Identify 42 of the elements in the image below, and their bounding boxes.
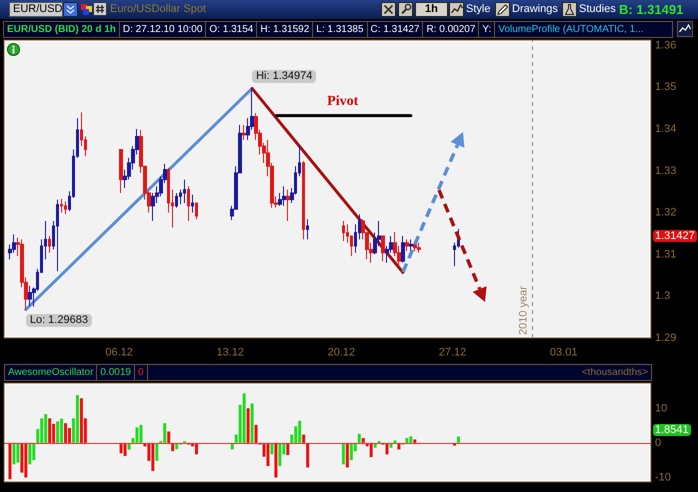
y-tick-label: 1.32 (655, 206, 676, 219)
y-tick-label: 1.31 (655, 248, 676, 260)
text: VolumeProfile (AUTOMATIC, 1... (494, 20, 673, 38)
text: Style (466, 2, 490, 17)
text: <thousandths> (146, 364, 652, 380)
y-tick-label: 1.33 (655, 164, 676, 177)
text: Drawings (512, 2, 558, 17)
chart-title: EUR/USD (BID) 20 d 1h (3, 20, 120, 38)
text: 1.31427 (653, 230, 697, 242)
y-tick-label: 1.36 (655, 39, 676, 52)
text: L: 1.31385 (312, 20, 368, 38)
text: 1h (415, 2, 448, 17)
y-tick-label: 0 (655, 436, 662, 449)
x-tick-label: 06.12 (105, 346, 133, 358)
text: O: 1.3154 (205, 20, 258, 38)
x-tick-label: 20.12 (328, 346, 356, 358)
text: 0 (134, 364, 148, 380)
x-tick-label: 27.12 (438, 346, 466, 358)
text: H: 1.31592 (256, 20, 314, 38)
annotation: Pivot (327, 94, 358, 109)
y-tick-label: 10 (655, 402, 668, 414)
x-tick-label: 13.12 (216, 346, 244, 358)
text: Y: (478, 20, 496, 38)
text: 0.0019 (96, 364, 135, 380)
annotation: Hi: 1.34974 (252, 70, 316, 84)
y-tick-label: 1.35 (655, 81, 676, 94)
y-tick-label: 1.34 (655, 123, 676, 136)
text: B: 1.31491 (619, 1, 684, 18)
y-tick-label: 1.3 (655, 290, 670, 302)
text: R: 0.00207 (422, 20, 480, 38)
y-tick-label: 1.29 (655, 332, 676, 344)
text: Euro/USDollar Spot (110, 2, 206, 17)
annotation: Lo: 1.29683 (26, 314, 92, 328)
text: Studies (579, 2, 616, 17)
text: 1.8541 (653, 424, 691, 436)
y-tick-label: -10 (655, 472, 671, 484)
chart-title: AwesomeOscillator (4, 364, 98, 380)
text: EUR/USD (9, 2, 63, 17)
text: C: 1.31427 (366, 20, 424, 38)
text: D: 27.12.10 10:00 (118, 20, 206, 38)
ref-line-label: 2010 year (517, 286, 530, 335)
x-tick-label: 03.01 (550, 346, 578, 358)
